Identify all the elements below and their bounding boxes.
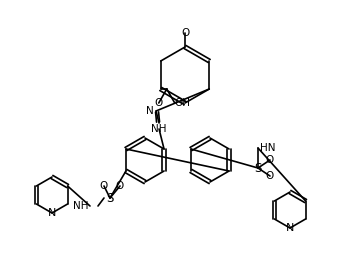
Text: O: O bbox=[266, 171, 274, 181]
Text: S: S bbox=[106, 192, 114, 204]
Text: S: S bbox=[254, 162, 262, 174]
Text: NH: NH bbox=[73, 201, 88, 211]
Text: O: O bbox=[266, 155, 274, 165]
Text: NH: NH bbox=[151, 124, 167, 134]
Text: O: O bbox=[100, 181, 108, 191]
Text: OH: OH bbox=[175, 98, 191, 108]
Text: O: O bbox=[181, 28, 189, 38]
Text: N: N bbox=[48, 208, 56, 218]
Text: O: O bbox=[154, 98, 163, 108]
Text: HN: HN bbox=[260, 143, 276, 153]
Text: N: N bbox=[146, 106, 154, 116]
Text: N: N bbox=[286, 223, 294, 233]
Text: O: O bbox=[116, 181, 124, 191]
